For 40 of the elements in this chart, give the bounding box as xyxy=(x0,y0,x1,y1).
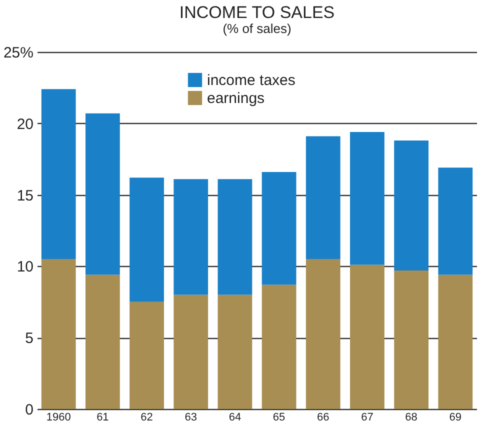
x-tick-label: 64 xyxy=(228,412,242,424)
bar xyxy=(394,140,429,270)
bar xyxy=(350,132,384,265)
bar xyxy=(438,168,473,275)
bar xyxy=(218,179,252,295)
chart-subtitle: (% of sales) xyxy=(222,21,292,36)
bar xyxy=(174,179,208,295)
y-tick-label: 5 xyxy=(25,330,34,348)
bar xyxy=(394,270,429,409)
x-tick-label: 1960 xyxy=(46,412,71,424)
x-tick-label: 67 xyxy=(361,412,374,424)
x-tick-label: 68 xyxy=(405,412,418,424)
y-tick-label: 15 xyxy=(16,187,34,204)
y-tick-label: 20 xyxy=(16,116,34,133)
y-tick-label: 0 xyxy=(25,402,34,418)
y-tick-label: 25% xyxy=(3,44,34,62)
bar xyxy=(41,89,76,260)
x-tick-label: 66 xyxy=(317,412,330,424)
bar xyxy=(262,172,296,285)
legend-label: earnings xyxy=(207,90,265,107)
bar xyxy=(262,284,296,409)
x-tick-label: 61 xyxy=(96,412,109,424)
bar xyxy=(130,178,164,302)
bar xyxy=(350,264,384,409)
chart-title: INCOME TO SALES xyxy=(179,3,335,22)
bar xyxy=(85,274,120,409)
x-tick-label: 69 xyxy=(449,412,462,424)
legend-label: income taxes xyxy=(207,72,296,89)
bar xyxy=(306,136,340,260)
bar xyxy=(85,113,120,275)
y-tick-label: 10 xyxy=(16,258,34,276)
x-tick-label: 63 xyxy=(184,412,197,424)
bar xyxy=(306,259,340,409)
bar xyxy=(218,294,252,409)
bar xyxy=(130,302,164,409)
bar xyxy=(41,259,76,409)
bar xyxy=(174,294,208,409)
bar xyxy=(438,274,473,409)
x-tick-label: 62 xyxy=(140,412,153,424)
x-tick-label: 65 xyxy=(272,412,286,424)
